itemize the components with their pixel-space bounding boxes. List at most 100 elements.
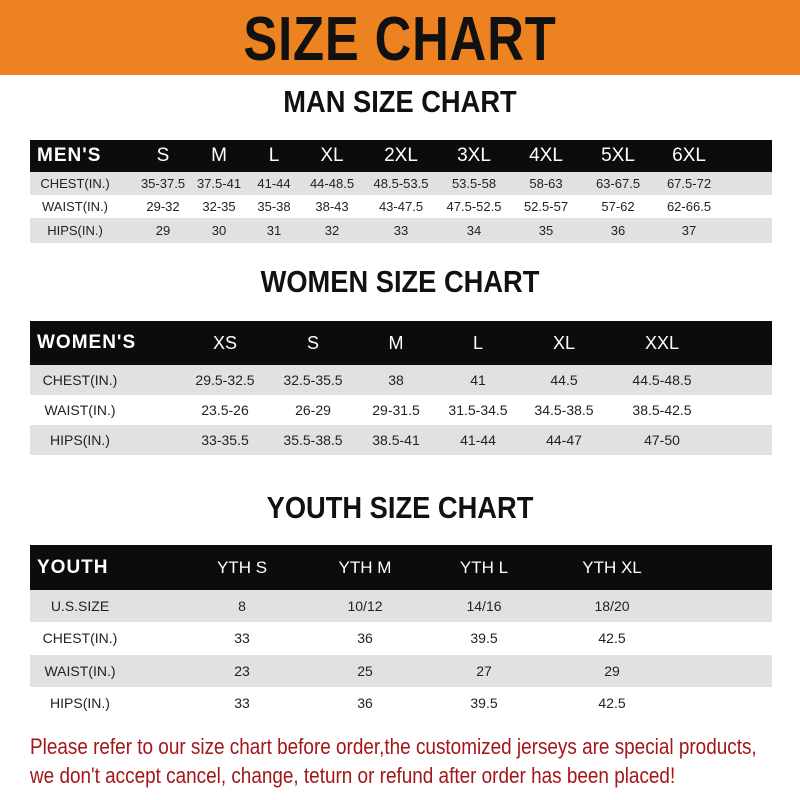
- table-cell: 27: [476, 663, 492, 679]
- table-cell: 67.5-72: [666, 176, 712, 191]
- size-column-header: YTH L: [459, 558, 509, 577]
- table-cell: 47-50: [644, 432, 680, 448]
- table-cell: 38.5-41: [372, 432, 420, 448]
- youth-table-label: YOUTH: [37, 557, 109, 578]
- table-cell: 36: [610, 223, 626, 238]
- table-cell: 38.5-42.5: [632, 402, 692, 418]
- table-cell: 32: [324, 223, 340, 238]
- table-cell: 36: [357, 695, 373, 711]
- table-cell: 8: [238, 598, 246, 614]
- notice-line-1: Please refer to our size chart before or…: [30, 734, 757, 759]
- table-cell: 29-32: [146, 199, 180, 214]
- table-cell: 44-47: [546, 432, 582, 448]
- table-cell: 10/12: [347, 598, 383, 614]
- measurement-label: CHEST(IN.): [42, 372, 118, 388]
- table-cell: 44.5-48.5: [632, 372, 692, 388]
- banner-title: SIZE CHART: [243, 5, 557, 74]
- table-cell: 32-35: [202, 199, 236, 214]
- table-cell: 42.5: [598, 695, 626, 711]
- size-column-header: S: [156, 145, 170, 166]
- table-row: U.S.SIZE 8 10/12 14/16 18/20: [30, 590, 772, 622]
- measurement-label: WAIST(IN.): [42, 199, 108, 214]
- size-column-header: 4XL: [529, 145, 563, 166]
- size-column-header: M: [211, 145, 227, 166]
- table-cell: 34: [466, 223, 482, 238]
- table-cell: 36: [357, 630, 373, 646]
- measurement-label: HIPS(IN.): [50, 432, 110, 448]
- youth-size-table: YOUTH YTH S YTH M YTH L YTH XL U.S.SIZE 8 10/12…: [30, 545, 772, 720]
- table-row: HIPS(IN.) 33 36 39.5 42.5: [30, 687, 772, 720]
- table-cell: 32.5-35.5: [283, 372, 343, 388]
- size-column-header: M: [388, 333, 404, 353]
- table-cell: 25: [357, 663, 373, 679]
- table-cell: 47.5-52.5: [446, 199, 502, 214]
- men-section-title: MAN SIZE CHART: [283, 84, 517, 119]
- table-row: WAIST(IN.) 23 25 27 29: [30, 655, 772, 687]
- table-cell: 44-48.5: [309, 176, 355, 191]
- table-row: WAIST(IN.) 23.5-26 26-29 29-31.5 31.5-34.5 34…: [30, 395, 772, 425]
- table-cell: 52.5-57: [523, 199, 569, 214]
- table-cell: 44.5: [550, 372, 578, 388]
- table-cell: 33: [234, 630, 250, 646]
- table-cell: 31: [266, 223, 282, 238]
- table-cell: 29: [604, 663, 620, 679]
- notice-line-2: we don't accept cancel, change, teturn o…: [30, 763, 676, 788]
- table-cell: 30: [211, 223, 227, 238]
- table-cell: 31.5-34.5: [448, 402, 508, 418]
- table-cell: 62-66.5: [666, 199, 712, 214]
- women-header-row: WOMEN'S XS S M L XL XXL: [30, 321, 772, 365]
- table-row: CHEST(IN.) 29.5-32.5 32.5-35.5 38 41 44.5 44.5…: [30, 365, 772, 395]
- table-cell: 29: [155, 223, 171, 238]
- size-column-header: L: [268, 145, 280, 166]
- table-cell: 53.5-58: [451, 176, 497, 191]
- table-cell: 39.5: [470, 695, 498, 711]
- table-cell: 39.5: [470, 630, 498, 646]
- men-table-label: MEN'S: [37, 145, 102, 166]
- table-cell: 37.5-41: [196, 176, 242, 191]
- table-cell: 57-62: [601, 199, 635, 214]
- table-cell: 26-29: [295, 402, 331, 418]
- table-row: HIPS(IN.) 33-35.5 35.5-38.5 38.5-41 41-44 44-…: [30, 425, 772, 455]
- men-header-row: MEN'S S M L XL 2XL 3XL 4XL 5XL 6XL: [30, 140, 772, 172]
- table-cell: 35-38: [257, 199, 291, 214]
- measurement-label: WAIST(IN.): [44, 402, 116, 418]
- table-row: CHEST(IN.) 35-37.5 37.5-41 41-44 44-48.5 48.5…: [30, 172, 772, 195]
- table-cell: 33: [393, 223, 409, 238]
- size-column-header: L: [472, 333, 484, 353]
- size-column-header: 5XL: [601, 145, 635, 166]
- table-cell: 18/20: [594, 598, 630, 614]
- women-section-title: WOMEN SIZE CHART: [260, 264, 540, 299]
- table-cell: 29-31.5: [372, 402, 420, 418]
- table-cell: 42.5: [598, 630, 626, 646]
- size-column-header: YTH XL: [582, 558, 642, 577]
- table-cell: 14/16: [466, 598, 502, 614]
- size-column-header: S: [306, 333, 320, 353]
- table-cell: 35: [538, 223, 554, 238]
- size-column-header: XXL: [644, 333, 680, 353]
- youth-section-title: YOUTH SIZE CHART: [266, 490, 534, 525]
- table-cell: 38: [388, 372, 404, 388]
- women-size-table: WOMEN'S XS S M L XL XXL CHEST(IN.) 29.5-32.5 32.5…: [30, 321, 772, 455]
- size-column-header: YTH M: [338, 558, 392, 577]
- table-cell: 38-43: [315, 199, 349, 214]
- size-column-header: YTH S: [216, 558, 268, 577]
- table-cell: 43-47.5: [378, 199, 424, 214]
- measurement-label: CHEST(IN.): [40, 176, 110, 191]
- table-cell: 23: [234, 663, 250, 679]
- table-row: WAIST(IN.) 29-32 32-35 35-38 38-43 43-47.5 47.…: [30, 195, 772, 218]
- measurement-label: U.S.SIZE: [50, 598, 110, 614]
- measurement-label: WAIST(IN.): [44, 663, 116, 679]
- table-cell: 41: [470, 372, 486, 388]
- table-cell: 29.5-32.5: [195, 372, 255, 388]
- size-chart-banner: SIZE CHART: [0, 0, 800, 75]
- measurement-label: CHEST(IN.): [42, 630, 118, 646]
- table-cell: 41-44: [257, 176, 291, 191]
- table-cell: 41-44: [460, 432, 496, 448]
- size-column-header: XS: [212, 333, 238, 353]
- youth-header-row: YOUTH YTH S YTH M YTH L YTH XL: [30, 545, 772, 590]
- table-cell: 35.5-38.5: [283, 432, 343, 448]
- table-cell: 35-37.5: [140, 176, 186, 191]
- size-column-header: 2XL: [384, 145, 418, 166]
- size-column-header: 3XL: [457, 145, 491, 166]
- men-size-table: MEN'S S M L XL 2XL 3XL 4XL 5XL 6XL CHEST(IN.) 35-37…: [30, 140, 772, 243]
